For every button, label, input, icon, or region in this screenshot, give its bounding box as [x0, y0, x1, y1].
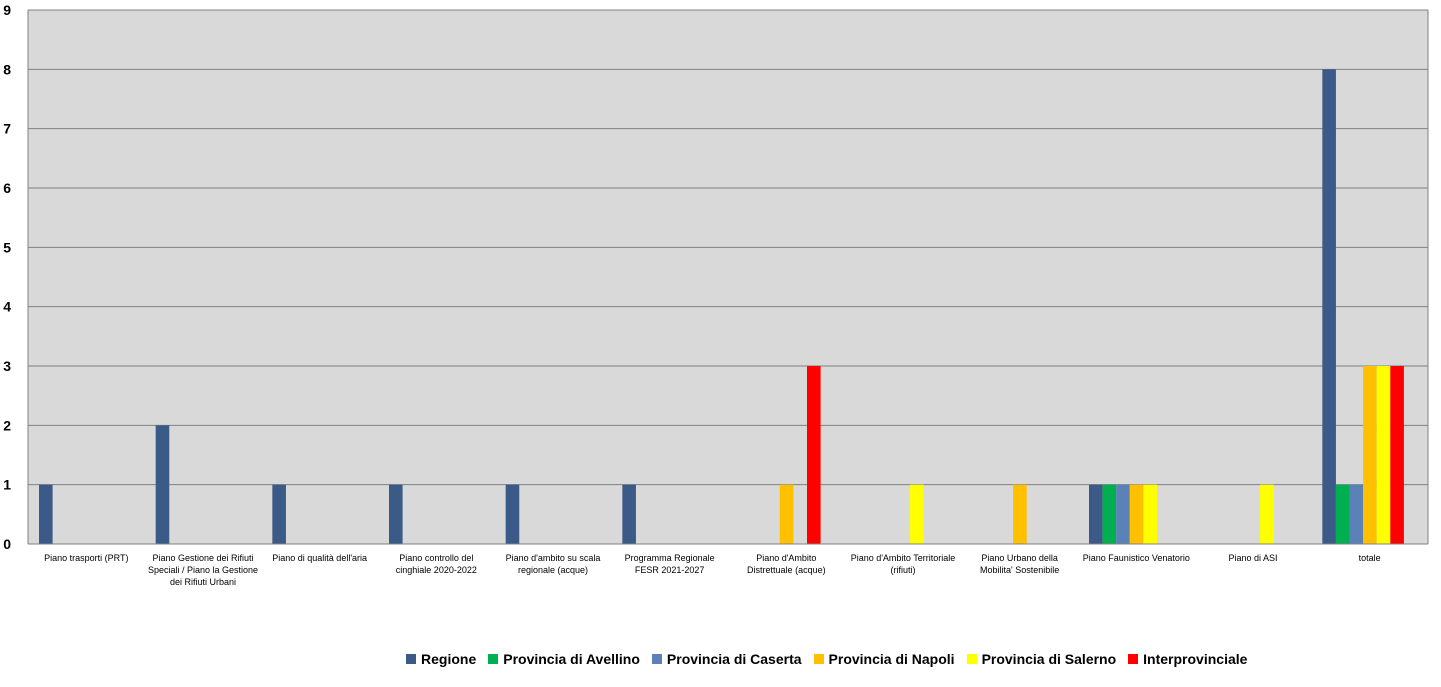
legend-label: Interprovinciale [1143, 651, 1248, 667]
bar [1089, 484, 1103, 544]
bar [272, 484, 286, 544]
legend-swatch [1128, 654, 1139, 664]
y-tick-label: 2 [3, 417, 11, 433]
y-tick-label: 3 [3, 358, 11, 374]
legend: Regione Provincia di Avellino Provincia … [406, 651, 1259, 667]
bar [1322, 69, 1336, 544]
x-category-label: Piano Urbano della Mobilita' Sostenibile [980, 553, 1059, 575]
bar [1349, 484, 1364, 544]
y-tick-label: 6 [3, 180, 11, 196]
bar-chart: 0 1 2 3 4 5 6 7 8 9 Piano trasporti (PRT) Piano Ge… [3, 2, 1429, 587]
x-category-label: Programma Regionale FESR 2021-2027 [625, 553, 715, 575]
x-category-label: Piano di ASI [1228, 553, 1277, 563]
x-category-label: Piano trasporti (PRT) [44, 553, 128, 563]
axes [27, 10, 1429, 545]
legend-label: Provincia di Napoli [828, 651, 955, 667]
legend-label: Provincia di Caserta [666, 651, 802, 667]
x-category-label: Piano d'ambito su scala regionale (acque) [506, 553, 601, 575]
bar [1376, 366, 1391, 544]
bar [1335, 484, 1350, 544]
legend-item-provincia-avellino: Provincia di Avellino [488, 651, 640, 667]
legend-item-regione: Regione [406, 651, 476, 667]
legend-swatch [651, 654, 662, 664]
bar [622, 484, 636, 544]
bar [1102, 484, 1117, 544]
bar [1363, 366, 1377, 544]
legend-item-provincia-caserta: Provincia di Caserta [651, 651, 802, 667]
bar [807, 366, 821, 544]
bar [1116, 484, 1130, 544]
bar [1013, 484, 1027, 544]
y-tick-label: 5 [3, 239, 11, 255]
x-category-label: Piano d'Ambito Distrettuale (acque) [747, 553, 826, 575]
legend-item-provincia-salerno: Provincia di Salerno [966, 651, 1117, 667]
bar [389, 484, 403, 544]
legend-label: Provincia di Avellino [503, 651, 640, 667]
y-tick-label: 4 [3, 299, 11, 315]
y-tick-label: 7 [3, 121, 11, 137]
bar [779, 484, 794, 544]
x-category-label: totale [1359, 553, 1381, 563]
bar [1390, 366, 1404, 544]
bars [39, 69, 1404, 544]
legend-label: Regione [421, 651, 477, 667]
y-tick-label: 1 [3, 477, 11, 493]
x-category-labels: Piano trasporti (PRT) Piano Gestione dei … [44, 553, 1381, 587]
legend-item-interprovinciale: Interprovinciale [1128, 651, 1247, 667]
bar [505, 484, 520, 544]
bar [1260, 484, 1274, 544]
legend-swatch [813, 654, 824, 664]
y-tick-labels: 0 1 2 3 4 5 6 7 8 9 [3, 2, 11, 552]
x-category-label: Piano di qualità dell'aria [272, 553, 367, 563]
legend-label: Provincia di Salerno [981, 651, 1117, 667]
legend-item-provincia-napoli: Provincia di Napoli [813, 651, 955, 667]
plot-area [28, 10, 1428, 544]
y-tick-label: 8 [3, 61, 11, 77]
gridlines [28, 9, 1428, 486]
y-tick-label: 0 [3, 536, 11, 552]
bar [910, 484, 924, 544]
x-category-label: Piano controllo del cinghiale 2020-2022 [396, 553, 477, 575]
y-tick-label: 9 [3, 2, 11, 18]
x-category-label: Piano Gestione dei Rifiuti Speciali / Pia… [148, 553, 258, 587]
x-category-label: Piano d'Ambito Territoriale (rifiuti) [851, 553, 956, 575]
bar [1143, 484, 1157, 544]
legend-swatch [406, 654, 416, 664]
legend-swatch [488, 654, 499, 664]
x-category-label: Piano Faunistico Venatorio [1083, 553, 1190, 563]
legend-swatch [966, 654, 977, 664]
bar [155, 425, 170, 544]
bar [39, 484, 53, 544]
bar [1129, 484, 1144, 544]
